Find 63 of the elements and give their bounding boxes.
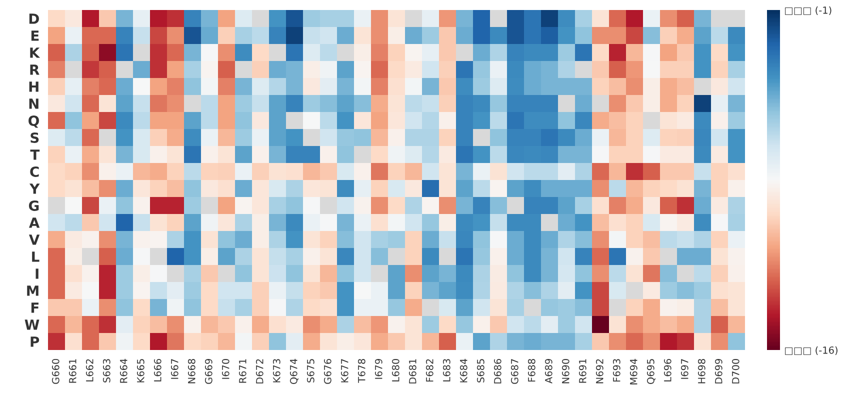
x-tick-label: L666 (154, 358, 162, 382)
x-tick-label: R691 (578, 359, 586, 383)
y-tick-label: Q (28, 115, 39, 128)
y-tick-label: V (28, 234, 40, 245)
y-tick-label: H (29, 82, 38, 92)
x-tick-label: S663 (102, 359, 110, 382)
x-tick-label: G687 (510, 359, 518, 384)
y-tick-label: G (28, 200, 39, 211)
x-tick-label: Q674 (290, 358, 298, 384)
x-tick-label: N690 (562, 358, 570, 384)
x-tick-label: S685 (476, 359, 484, 382)
x-tick-label: S675 (306, 359, 314, 382)
x-tick-label: G669 (204, 359, 212, 384)
y-tick-label: E (31, 30, 39, 41)
y-tick-label: N (29, 98, 38, 109)
x-tick-label: D699 (714, 359, 722, 384)
x-tick-label: K684 (460, 358, 468, 382)
x-tick-label: R671 (238, 359, 246, 383)
y-tick-label: Y (29, 184, 40, 194)
y-tick-label: I (36, 268, 38, 279)
x-tick-label: M694 (630, 358, 638, 384)
y-tick-label: S (30, 132, 39, 143)
y-tick-label: P (30, 336, 40, 347)
y-tick-label: K (30, 48, 40, 58)
x-tick-label: K677 (340, 359, 348, 382)
color-bar-label: □□□ (-16) (785, 346, 838, 355)
y-tick-label: D (29, 14, 39, 24)
color-bar-label: □□□ (-1) (785, 6, 832, 15)
x-tick-label: D700 (732, 358, 740, 384)
x-tick-label: L683 (442, 359, 450, 382)
y-tick-label: M (27, 286, 38, 296)
x-tick-label: F682 (426, 359, 434, 382)
x-tick-label: I697 (680, 359, 688, 379)
x-tick-label: R661 (68, 359, 76, 383)
x-tick-label: L680 (392, 358, 400, 382)
x-tick-label: N668 (188, 359, 196, 384)
x-tick-label: D686 (494, 358, 502, 384)
y-tick-label: R (30, 64, 40, 75)
x-tick-label: D681 (408, 359, 416, 384)
x-tick-label: K673 (272, 359, 280, 382)
y-tick-label: W (24, 320, 40, 330)
x-tick-label: N692 (596, 359, 604, 384)
x-tick-label: D672 (256, 359, 264, 384)
x-tick-label: I670 (222, 358, 230, 379)
x-tick-label: F693 (612, 359, 620, 382)
x-tick-label: G660 (52, 358, 60, 384)
x-tick-label: Q695 (646, 359, 656, 384)
x-tick-label: A689 (544, 359, 552, 384)
x-tick-label: G676 (324, 358, 332, 384)
x-tick-label: L662 (86, 359, 94, 382)
x-tick-label: H698 (698, 359, 706, 384)
x-tick-label: R664 (120, 358, 128, 383)
y-tick-label: T (30, 150, 40, 160)
x-tick-label: I679 (374, 359, 382, 379)
y-tick-label: A (28, 218, 40, 228)
y-tick-label: C (30, 166, 39, 177)
x-tick-label: I667 (170, 359, 178, 379)
x-tick-label: K665 (136, 359, 144, 382)
y-tick-label: F (31, 302, 38, 313)
y-tick-label: L (32, 252, 40, 262)
x-tick-label: F688 (528, 359, 536, 382)
x-tick-label: L696 (664, 358, 672, 382)
x-tick-label: T678 (358, 359, 366, 383)
